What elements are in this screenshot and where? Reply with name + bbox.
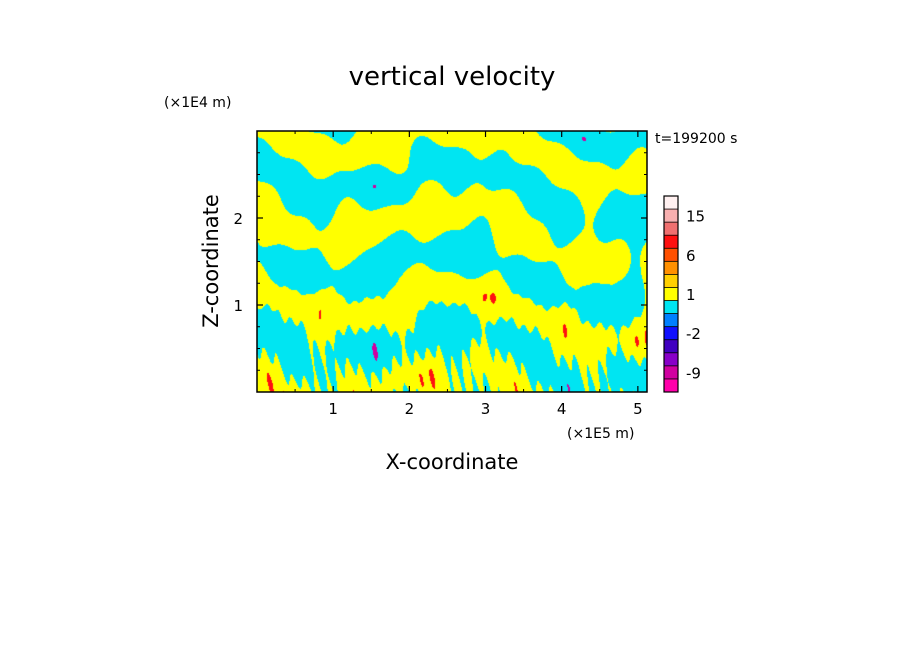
colorbar-tick-label: 6	[686, 247, 696, 265]
y-axis-unit-label: (×1E4 m)	[164, 95, 231, 111]
colorbar-segment	[664, 222, 678, 236]
x-axis: 1 2 3 4 5	[294, 131, 643, 418]
colorbar-segment	[664, 365, 678, 379]
x-tick-label: 4	[557, 400, 567, 418]
colorbar-segment	[664, 287, 678, 301]
colorbar-tick-label: 1	[686, 286, 696, 304]
colorbar-segment	[664, 196, 678, 210]
colorbar-segment	[664, 261, 678, 275]
x-axis-title: X-coordinate	[386, 450, 519, 474]
colorbar-legend: -9 -2 1 6 15	[663, 195, 705, 393]
x-tick-label: 5	[633, 400, 643, 418]
y-tick-label: 2	[233, 210, 243, 228]
colorbar-segment	[664, 235, 678, 249]
colorbar-segment	[664, 300, 678, 314]
colorbar-segment	[664, 339, 678, 353]
chart-title: vertical velocity	[349, 62, 556, 92]
colorbar-segment	[664, 313, 678, 327]
colorbar-segment	[664, 378, 678, 392]
x-tick-label: 2	[405, 400, 415, 418]
colorbar-frame	[663, 195, 679, 393]
x-tick-label: 3	[481, 400, 491, 418]
x-axis-unit-label: (×1E5 m)	[567, 426, 634, 442]
y-tick-label: 1	[233, 297, 243, 315]
colorbar-segment	[664, 274, 678, 288]
time-stamp-label: t=199200 s	[655, 131, 737, 147]
colorbar-segment	[664, 352, 678, 366]
colorbar-tick-label: -2	[686, 325, 701, 343]
y-axis-title: Z-coordinate	[199, 194, 223, 328]
colorbar-tick-label: 15	[686, 208, 705, 226]
velocity-field-image	[257, 131, 647, 392]
y-axis: 12	[233, 152, 647, 371]
x-tick-label: 1	[328, 400, 338, 418]
colorbar-segment	[664, 326, 678, 340]
velocity-field	[257, 131, 647, 392]
colorbar-segment	[664, 248, 678, 262]
colorbar-tick-label: -9	[686, 364, 701, 382]
colorbar-segment	[664, 209, 678, 223]
